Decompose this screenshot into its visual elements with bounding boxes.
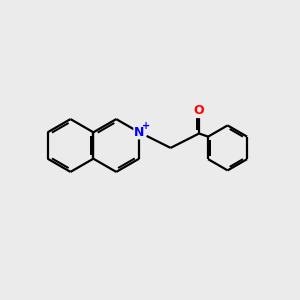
Text: O: O: [194, 104, 204, 118]
Text: N: N: [134, 126, 144, 139]
Text: +: +: [142, 121, 150, 131]
